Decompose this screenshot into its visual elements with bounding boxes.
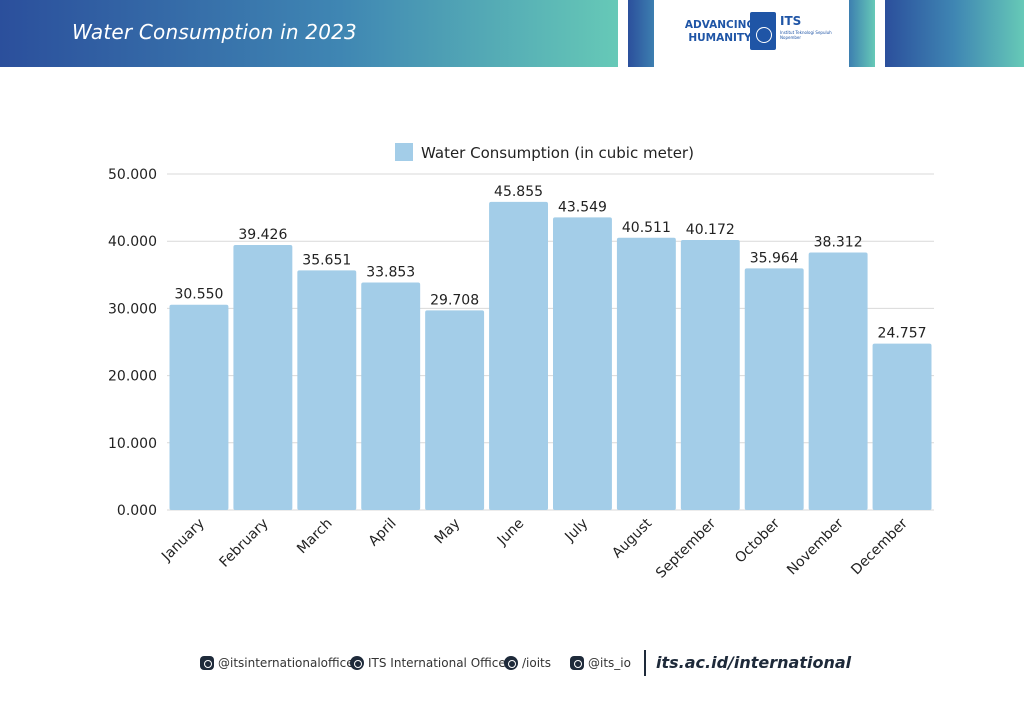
footer-divider	[644, 650, 646, 676]
x-tick-label: October	[732, 515, 783, 566]
header-accent-strip	[885, 0, 1024, 67]
y-tick-label: 0.000	[117, 503, 157, 519]
bar-value-label: 35.651	[302, 252, 351, 268]
logo-its-text: ITS	[780, 14, 802, 28]
line-icon	[570, 656, 584, 670]
facebook-icon	[504, 656, 518, 670]
bar	[425, 310, 485, 510]
facebook-link[interactable]: /ioits	[504, 656, 551, 670]
bar-value-labels: 30.550 39.426 35.651 33.853 29.708 45.855 43.5…	[174, 184, 926, 342]
bar	[361, 282, 421, 510]
bar	[489, 201, 548, 510]
youtube-icon	[350, 656, 364, 670]
logo-tagline: ADVANCING HUMANITY	[684, 19, 756, 44]
x-tick-label: August	[609, 515, 655, 561]
x-tick-label: February	[217, 516, 272, 571]
bar-value-label: 29.708	[430, 292, 479, 308]
bars	[169, 201, 932, 511]
bar	[233, 245, 293, 510]
grid-lines	[167, 173, 934, 511]
bar-value-label: 40.172	[686, 222, 735, 238]
y-tick-label: 10.000	[108, 436, 157, 452]
y-axis-ticks: 0.000 10.000 20.000 30.000 40.000 50.000	[108, 167, 157, 519]
y-tick-label: 50.000	[108, 167, 157, 183]
instagram-icon	[200, 656, 214, 670]
bar-value-label: 35.964	[750, 250, 799, 266]
x-tick-label: June	[494, 516, 528, 550]
y-tick-label: 20.000	[108, 369, 157, 385]
x-tick-label: July	[561, 516, 591, 546]
bar-value-label: 45.855	[494, 184, 543, 200]
x-tick-label: May	[432, 516, 464, 548]
bar	[553, 217, 612, 511]
bar	[169, 304, 229, 510]
bar-value-label: 38.312	[814, 235, 863, 251]
footer: @itsinternationaloffice ITS Internationa…	[0, 650, 1024, 680]
bar	[616, 237, 676, 510]
instagram-link[interactable]: @itsinternationaloffice	[200, 656, 354, 670]
legend-label: Water Consumption (in cubic meter)	[421, 144, 694, 162]
line-link[interactable]: @its_io	[570, 656, 631, 670]
y-tick-label: 30.000	[108, 301, 157, 317]
logo-subtext: Institut Teknologi Sepuluh Nopember	[780, 30, 832, 40]
legend-swatch	[395, 143, 413, 161]
x-axis-ticks: January February March April May June July Augu…	[158, 515, 911, 581]
x-tick-label: November	[784, 515, 847, 578]
bar-value-label: 24.757	[878, 326, 927, 342]
page-title: Water Consumption in 2023	[72, 20, 357, 44]
header-accent-strip	[849, 0, 875, 67]
bar	[680, 240, 740, 510]
chart-legend: Water Consumption (in cubic meter)	[395, 143, 694, 162]
y-tick-label: 40.000	[108, 234, 157, 250]
bar	[297, 270, 357, 510]
bar-value-label: 33.853	[366, 265, 415, 281]
x-tick-label: December	[848, 515, 911, 578]
bar	[808, 252, 868, 510]
header-banner: Water Consumption in 2023	[0, 0, 618, 67]
bar-value-label: 30.550	[174, 287, 223, 303]
x-tick-label: April	[366, 516, 400, 550]
bar	[744, 268, 804, 510]
its-logo: ADVANCING HUMANITY ITS Institut Teknolog…	[676, 12, 836, 56]
youtube-link[interactable]: ITS International Office	[350, 656, 506, 670]
x-tick-label: September	[653, 515, 719, 581]
bar-value-label: 43.549	[558, 199, 607, 215]
website-link[interactable]: its.ac.id/international	[656, 653, 852, 672]
x-tick-label: January	[158, 516, 208, 566]
its-seal-icon	[750, 12, 776, 50]
bar-value-label: 40.511	[622, 220, 671, 236]
bar-chart: Water Consumption (in cubic meter) 0.000…	[108, 143, 934, 582]
x-tick-label: March	[294, 516, 335, 557]
bar-value-label: 39.426	[238, 227, 287, 243]
bar	[872, 343, 932, 510]
header-accent-strip	[628, 0, 654, 67]
